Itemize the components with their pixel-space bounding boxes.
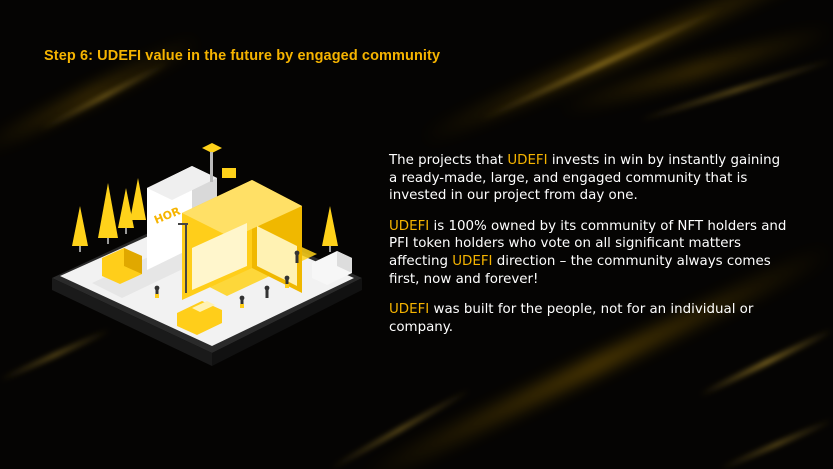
paragraph-text: was built for the people, not for an ind… — [389, 302, 754, 335]
paragraph-text: is 100% owned by its community of NFT ho… — [389, 218, 787, 269]
paragraph-2: UDEFI is 100% owned by its community of … — [389, 218, 789, 288]
paragraph-text: The projects that — [389, 153, 508, 168]
description-text: The projects that UDEFI invests in win b… — [389, 152, 789, 349]
community-storefront-illustration: HOR — [52, 143, 362, 366]
paragraph-1: The projects that UDEFI invests in win b… — [389, 152, 789, 205]
paragraph-text: invests in win by instantly gaining a re… — [389, 153, 781, 204]
brand-highlight: UDEFI — [507, 153, 548, 168]
slide-title: Step 6: UDEFI value in the future by eng… — [44, 48, 441, 64]
brand-highlight: UDEFI — [389, 218, 430, 234]
brand-highlight: UDEFI — [452, 253, 493, 269]
brand-highlight: UDEFI — [389, 302, 430, 318]
paragraph-3: UDEFI was built for the people, not for … — [389, 301, 789, 336]
paragraph-text: direction – the community always comes f… — [389, 253, 771, 287]
